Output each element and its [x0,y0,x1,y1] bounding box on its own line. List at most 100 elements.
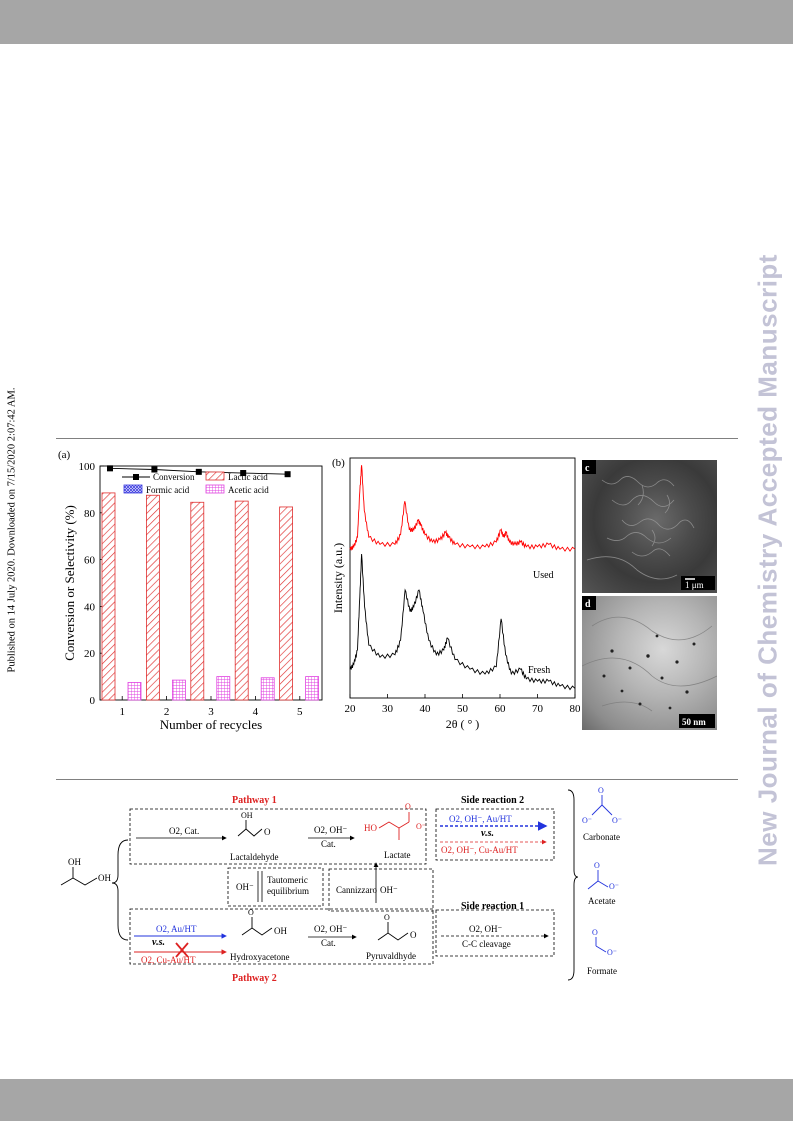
pathway1-box [129,808,427,865]
hydroxyacetone-label: Hydroxyacetone [230,952,289,962]
carbonate-o1: O [598,786,604,795]
r2-conditions-bottom: Cat. [321,839,336,849]
p2-vs: v.s. [152,937,165,948]
xrd-chart: (b) 20 30 40 50 60 70 80 2θ ( ° ) Intensity (a.u… [331,457,581,731]
x-tick-label: 40 [420,703,432,715]
x-tick-label: 1 [119,706,125,718]
lactic-acid-bar [279,506,294,701]
blocked-x-mark [175,942,189,958]
acetic-acid-bar [172,679,186,701]
bottom-bar [0,1079,793,1121]
x-tick-label: 20 [345,703,357,715]
sr1-conditions: O2, OH⁻ [469,924,502,934]
lactaldehyde-structure [237,828,263,837]
sem-image: c 1 μm [582,460,717,593]
panel-b-label: (b) [332,457,345,469]
y-tick-label: 20 [84,648,96,660]
x-tick-label: 60 [495,703,507,715]
lactate-label: Lactate [384,850,410,860]
y-tick-label: 60 [84,555,96,567]
r3-conditions-bottom: Cat. [321,938,336,948]
legend-acetic: Acetic acid [228,485,269,495]
lactate-o2: O⁻ [416,822,426,831]
y-tick-label: 80 [84,508,96,520]
hydroxyacetone-o: O [248,908,254,917]
xrd-fresh-pattern [349,553,576,691]
x-tick-label: 80 [570,703,581,715]
carbonate-structure [591,795,613,816]
p2-blue-conditions: O2, Au/HT [156,924,197,934]
pyruvaldehyde-label: Pyruvaldhyde [366,951,416,961]
pyruvaldehyde-structure [377,932,409,941]
tautomeric-line1: Tautomeric [267,875,308,885]
legend-formic-swatch [123,484,143,494]
formate-o1: O [592,928,598,937]
y-tick-label: 40 [84,601,96,613]
lactic-acid-bar [146,494,160,701]
lactic-acid-bar [101,492,116,701]
conversion-point [284,471,291,478]
formate-o2: O⁻ [607,948,617,957]
tem-image: d 50 nm [582,596,717,730]
lactic-acid-bar [234,500,249,701]
y-axis-title: Intensity (a.u.) [331,543,345,613]
x-tick-label: 50 [457,703,469,715]
conversion-point [195,468,202,475]
side-reaction2-title: Side reaction 2 [461,795,524,806]
hydroxyacetone-structure [241,927,273,936]
top-bar [0,0,793,44]
x-tick-label: 70 [532,703,544,715]
y-tick-label: 0 [90,695,96,707]
panel-d-label: d [585,599,591,610]
r3-conditions-top: O2, OH⁻ [314,924,347,934]
publication-note-text: Published on 14 July 2020. Downloaded on… [6,387,18,673]
watermark-text: New Journal of Chemistry Accepted Manusc… [752,254,783,866]
panel-c-label: c [585,463,590,474]
r2-conditions-top: O2, OH⁻ [314,825,347,835]
carbonate-label: Carbonate [583,832,620,842]
propanediol-oh1: OH [68,857,81,867]
x-tick-label: 30 [382,703,394,715]
products-brace [567,789,579,981]
scale-bar-d: 50 nm [682,717,706,727]
branch-brace [111,839,129,941]
acetic-acid-bar [216,676,231,701]
acetate-o1: O [594,861,600,870]
sr1-cleavage: C-C cleavage [462,939,511,949]
tautomeric-oh: OH⁻ [236,882,254,892]
cannizzaro-label: Cannizzaro [336,885,377,895]
y-axis-title: Conversion or Selectivity (%) [62,505,77,661]
cannizzaro-box [328,868,434,912]
recycle-bar-chart: (a) 0 20 40 60 80 100 1 2 3 4 5 Number of recycles C… [58,449,323,732]
r1-conditions: O2, Cat. [169,826,199,836]
legend-formic: Formic acid [146,485,190,495]
propanediol-oh2: OH [98,873,111,883]
figure-bottom-rule [56,779,738,780]
lactaldehyde-oh: OH [241,811,253,820]
formate-structure [595,937,607,953]
legend-lactic: Lactic acid [228,472,268,482]
pyruvaldehyde-o1: O [384,913,390,922]
cannizzaro-oh: OH⁻ [380,885,398,895]
lactate-o1: O [405,802,411,811]
pathway1-title: Pathway 1 [232,795,277,806]
acetic-acid-bar [305,676,320,701]
acetate-structure [587,870,609,890]
legend-conversion-marker [133,474,139,480]
x-tick-label: 5 [297,706,303,718]
scale-bar-c: 1 μm [685,580,704,590]
side-reaction1-title: Side reaction 1 [461,901,524,912]
x-axis-title: 2θ ( ° ) [446,717,480,731]
acetate-o2: O⁻ [609,882,619,891]
reaction-scheme: Pathway 1 Pathway 2 Side reaction 2 Side… [60,786,622,984]
acetate-label: Acetate [588,896,615,906]
sr2-vs: v.s. [481,828,494,839]
lactate-ho: HO [364,823,377,833]
y-tick-label: 100 [79,461,96,473]
sr2-red-conditions: O2, OH⁻, Cu-Au/HT [441,845,518,855]
acetic-acid-bar [127,682,142,701]
tautomeric-box [227,867,324,907]
conversion-point [240,470,247,477]
panel-a-label: (a) [58,449,71,461]
carbonate-o2: O⁻ [582,816,592,825]
